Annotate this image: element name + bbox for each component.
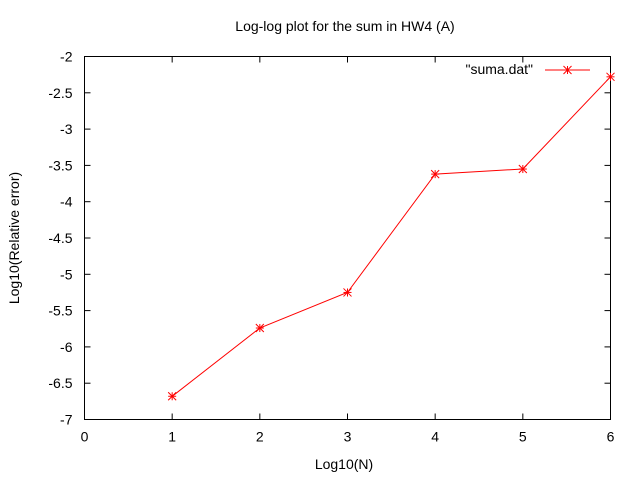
legend-marker <box>563 65 572 75</box>
data-point-stroke <box>606 72 615 82</box>
x-axis: 0 1 2 3 4 5 6 <box>81 56 615 445</box>
y-tick-label: -2 <box>60 49 73 65</box>
chart-title: Log-log plot for the sum in HW4 (A) <box>235 18 454 34</box>
legend: "suma.dat" <box>465 61 590 77</box>
x-tick-label: 4 <box>431 429 439 445</box>
data-point <box>343 288 352 297</box>
y-tick-label: -3.5 <box>48 157 72 173</box>
legend-label: "suma.dat" <box>465 61 533 77</box>
data-point-stroke <box>255 323 265 333</box>
data-point-stroke <box>518 164 528 174</box>
y-tick-label: -2.5 <box>48 85 72 101</box>
y-tick-label: -6.5 <box>48 375 72 391</box>
y-tick-label: -4.5 <box>48 230 72 246</box>
data-point-stroke <box>343 288 352 297</box>
y-tick-label: -6 <box>60 339 73 355</box>
y-tick-label: -5 <box>60 266 73 282</box>
data-point <box>167 391 177 401</box>
y-axis: -7 -6.5 -6 -5.5 -5 -4.5 -4 -3.5 -3 -2.5 -2 <box>48 49 611 428</box>
x-tick-label: 0 <box>81 429 89 445</box>
y-tick-label: -3 <box>60 121 73 137</box>
legend-marker-star <box>563 65 572 75</box>
y-tick-label: -5.5 <box>48 303 72 319</box>
series-layer <box>167 72 615 401</box>
data-point <box>430 169 440 179</box>
legend-marker-star-stroke <box>563 65 572 75</box>
x-tick-label: 2 <box>256 429 264 445</box>
x-tick-label: 5 <box>519 429 527 445</box>
x-tick-label: 3 <box>344 429 352 445</box>
data-point-stroke <box>167 391 177 401</box>
data-point <box>518 164 528 174</box>
y-axis-label: Log10(Relative error) <box>6 172 22 304</box>
series-line <box>171 76 611 397</box>
data-point-stroke <box>430 169 440 179</box>
x-axis-label: Log10(N) <box>315 456 373 472</box>
x-tick-label: 6 <box>607 429 615 445</box>
plot-frame <box>84 56 611 420</box>
y-tick-label: -7 <box>60 412 73 428</box>
x-tick-label: 1 <box>168 429 176 445</box>
y-tick-label: -4 <box>60 194 73 210</box>
data-point <box>606 72 615 82</box>
data-point <box>255 323 265 333</box>
